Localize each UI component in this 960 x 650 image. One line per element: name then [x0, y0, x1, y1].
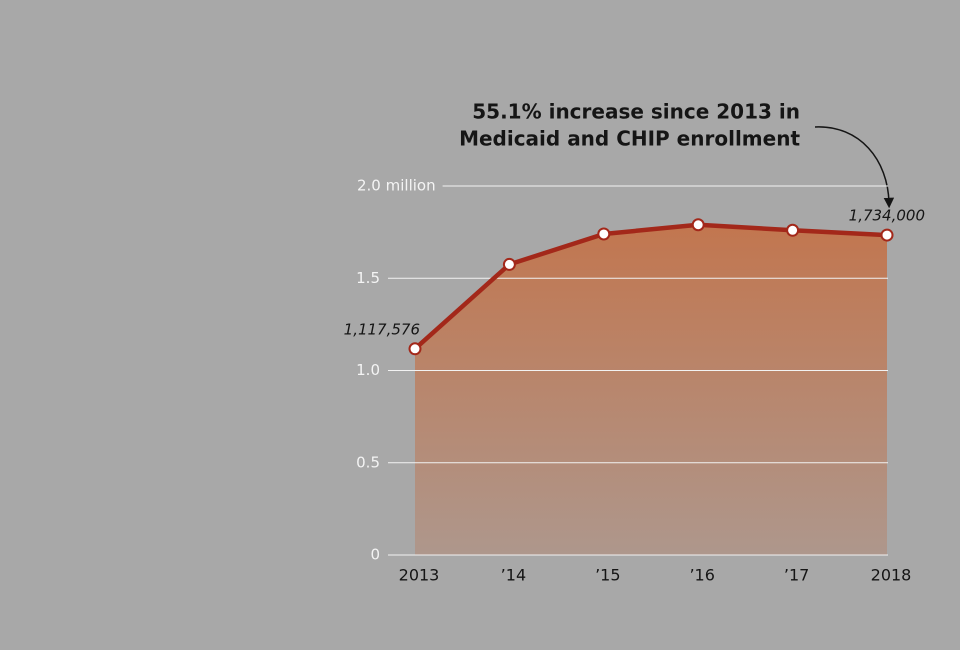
- value-label: 1,734,000: [849, 207, 925, 225]
- data-line: [413, 222, 888, 351]
- annotation-text: 55.1% increase since 2013 in: [472, 100, 800, 124]
- y-tick-label: 0.5: [356, 453, 380, 471]
- data-point: [880, 228, 894, 242]
- data-point: [408, 342, 422, 356]
- data-point: [691, 218, 705, 232]
- x-tick-label: 2018: [871, 566, 912, 585]
- x-tick-label: 2013: [399, 566, 440, 585]
- annotation-text: Medicaid and CHIP enrollment: [459, 127, 800, 151]
- y-tick-label: 0: [370, 546, 380, 564]
- area-fill: [415, 224, 887, 555]
- y-tick-label: 2.0 million: [357, 177, 436, 195]
- data-point: [786, 223, 800, 237]
- x-tick-label: ’15: [595, 566, 620, 585]
- data-point: [597, 227, 611, 241]
- x-tick-label: ’14: [501, 566, 526, 585]
- x-tick-label: ’16: [689, 566, 714, 585]
- y-tick-label: 1.5: [356, 269, 380, 287]
- annotation-arrow: [814, 126, 895, 209]
- x-tick-label: ’17: [784, 566, 809, 585]
- value-label: 1,117,576: [344, 320, 420, 338]
- y-tick-label: 1.0: [356, 361, 380, 379]
- data-point: [502, 257, 516, 271]
